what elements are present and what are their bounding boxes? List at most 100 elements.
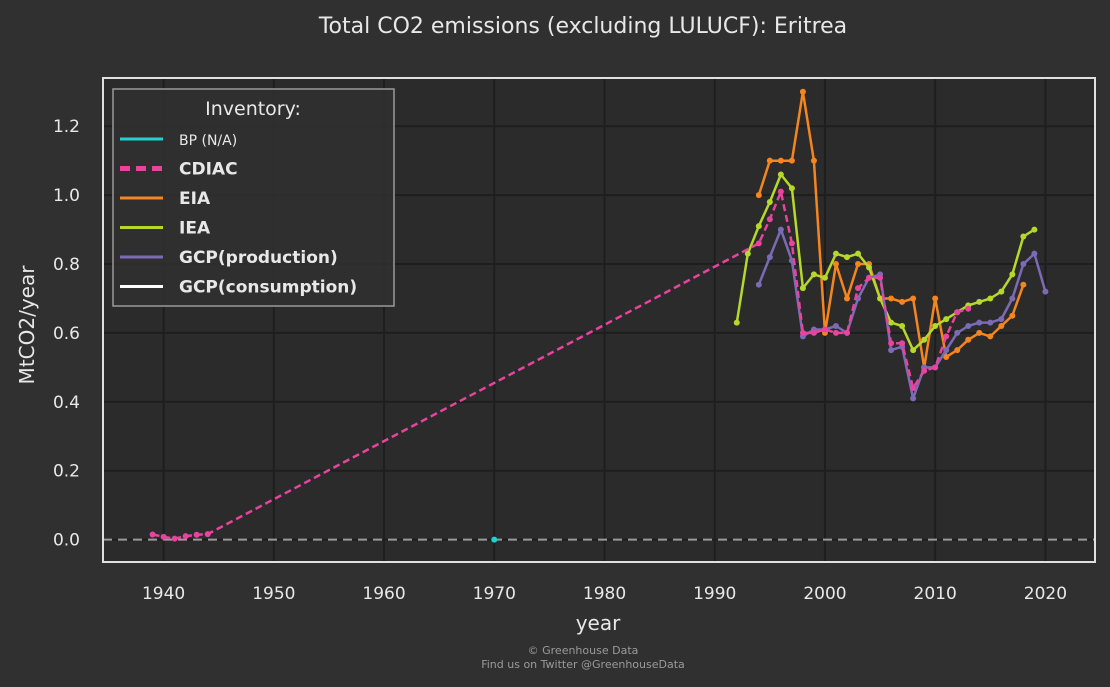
point-iea-1997 — [788, 185, 795, 192]
point-cdiac-1940 — [160, 533, 167, 540]
x-tick-label-1970: 1970 — [473, 584, 516, 604]
point-eia-1997 — [788, 157, 795, 164]
footer-copyright: © Greenhouse Data — [528, 644, 639, 657]
point-eia-2016 — [998, 323, 1005, 330]
series-layer — [149, 88, 1049, 543]
point-cdiac-1995 — [766, 216, 773, 223]
point-eia-2008 — [910, 295, 917, 302]
x-tick-label-2010: 2010 — [914, 584, 957, 604]
y-axis-ticks: 0.0 0.2 0.4 0.6 0.8 1.0 1.2 — [53, 117, 80, 550]
point-iea-2018 — [1020, 233, 1027, 240]
point-eia-2007 — [899, 298, 906, 305]
point-iea-1992 — [733, 319, 740, 326]
point-eia-1996 — [777, 157, 784, 164]
y-tick-label-0.6: 0.6 — [53, 324, 80, 344]
series-cdiac — [149, 188, 972, 542]
point-cdiac-1943 — [193, 531, 200, 538]
x-axis-label: year — [576, 611, 621, 635]
point-cdiac-2001 — [832, 329, 839, 336]
point-iea-2016 — [998, 288, 1005, 295]
point-eia-2011 — [943, 354, 950, 361]
point-eia-2010 — [932, 295, 939, 302]
chart-title: Total CO2 emissions (excluding LULUCF): … — [318, 14, 847, 39]
point-iea-2004 — [866, 264, 873, 271]
footer-twitter: Find us on Twitter @GreenhouseData — [481, 658, 685, 671]
point-cdiac-2012 — [954, 309, 961, 316]
point-cdiac-1997 — [788, 240, 795, 247]
point-iea-2015 — [987, 295, 994, 302]
point-cdiac-1944 — [204, 531, 211, 538]
x-tick-label-2000: 2000 — [803, 584, 846, 604]
point-eia-2001 — [832, 261, 839, 268]
point-cdiac-2002 — [844, 329, 850, 336]
y-tick-label-1.0: 1.0 — [53, 186, 80, 206]
point-eia-2013 — [965, 336, 972, 343]
y-axis-label: MtCO2/year — [15, 265, 39, 385]
point-cdiac-2009 — [921, 367, 928, 374]
point-cdiac-2005 — [877, 274, 884, 281]
point-gcp-production-2015 — [987, 319, 994, 326]
point-eia-1998 — [799, 88, 806, 95]
point-cdiac-2011 — [943, 333, 950, 340]
legend-entry-iea: IEA — [120, 219, 211, 239]
legend-entry-gcp-production: GCP(production) — [120, 248, 338, 268]
point-cdiac-1939 — [149, 531, 156, 538]
point-cdiac-2007 — [899, 340, 906, 347]
x-tick-label-1940: 1940 — [142, 584, 185, 604]
point-iea-2002 — [844, 254, 850, 261]
point-eia-1999 — [810, 157, 817, 164]
point-gcp-production-2012 — [954, 329, 961, 336]
legend-label-gcp-consumption: GCP(consumption) — [179, 278, 357, 298]
point-gcp-production-2017 — [1009, 295, 1016, 302]
point-gcp-production-2008 — [910, 395, 917, 402]
point-iea-2001 — [832, 250, 839, 257]
point-gcp-production-2001 — [832, 323, 839, 330]
x-tick-label-1980: 1980 — [583, 584, 626, 604]
x-tick-label-2020: 2020 — [1024, 584, 1067, 604]
legend: Inventory: BP (N/A) CDIAC EIA IEA GCP(produc… — [112, 88, 395, 307]
point-gcp-production-1996 — [777, 226, 784, 233]
point-cdiac-1942 — [182, 533, 189, 540]
point-iea-2008 — [910, 347, 917, 354]
point-cdiac-1941 — [171, 535, 178, 542]
y-tick-label-0.0: 0.0 — [53, 531, 80, 551]
point-eia-2014 — [976, 329, 983, 336]
point-cdiac-1999 — [810, 329, 817, 336]
legend-entry-eia: EIA — [120, 189, 211, 209]
point-iea-1998 — [799, 285, 806, 292]
point-gcp-production-2016 — [998, 316, 1005, 323]
legend-entry-gcp-consumption: GCP(consumption) — [120, 278, 357, 298]
legend-label-bp-n-a: BP (N/A) — [179, 133, 237, 149]
point-iea-1995 — [766, 199, 773, 206]
y-tick-label-0.2: 0.2 — [53, 462, 80, 482]
point-iea-2007 — [899, 323, 906, 330]
point-iea-2009 — [921, 336, 928, 343]
legend-label-cdiac: CDIAC — [179, 160, 238, 180]
y-tick-label-0.4: 0.4 — [53, 393, 80, 413]
point-cdiac-2013 — [965, 305, 972, 312]
point-iea-2014 — [976, 298, 983, 305]
point-cdiac-2003 — [855, 285, 862, 292]
point-eia-2006 — [888, 295, 895, 302]
point-iea-2006 — [888, 319, 895, 326]
point-iea-1994 — [755, 223, 762, 230]
point-eia-2002 — [844, 295, 850, 302]
legend-entry-cdiac: CDIAC — [120, 160, 238, 180]
point-eia-2012 — [954, 347, 961, 354]
point-cdiac-1994 — [755, 240, 762, 247]
point-cdiac-1996 — [777, 188, 784, 195]
point-cdiac-2008 — [910, 385, 917, 392]
x-tick-label-1990: 1990 — [693, 584, 736, 604]
point-iea-2019 — [1031, 226, 1038, 233]
legend-title: Inventory: — [205, 98, 301, 120]
x-tick-label-1950: 1950 — [252, 584, 295, 604]
y-tick-label-0.8: 0.8 — [53, 255, 80, 275]
point-cdiac-2000 — [821, 326, 828, 333]
point-eia-1994 — [755, 192, 762, 199]
legend-entry-bp-n-a: BP (N/A) — [120, 133, 237, 149]
legend-entries: BP (N/A) CDIAC EIA IEA GCP(production) GCP(co… — [120, 133, 357, 298]
point-iea-2003 — [855, 250, 862, 257]
point-cdiac-2004 — [866, 274, 873, 281]
point-gcp-production-2013 — [965, 323, 972, 330]
point-eia-2017 — [1009, 312, 1016, 319]
